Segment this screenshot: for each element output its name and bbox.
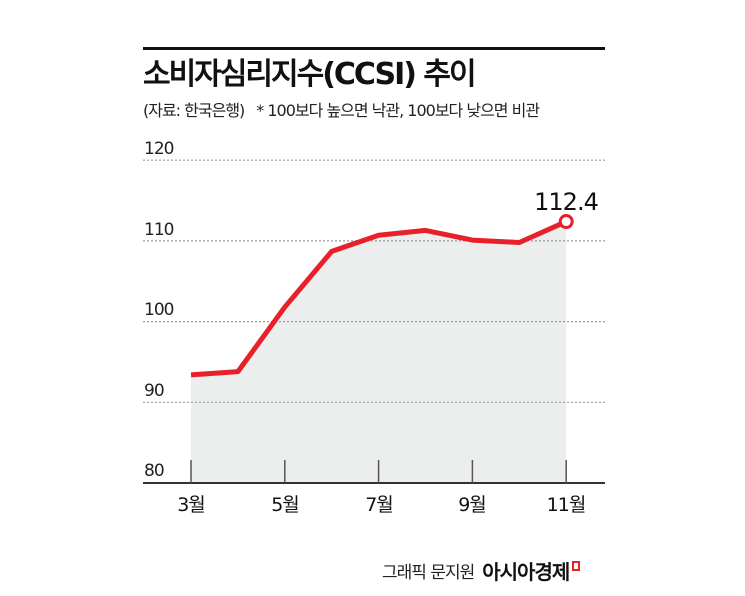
endpoint-marker: [558, 214, 574, 230]
ytick-80: 80: [144, 461, 164, 481]
brand-mark-icon: [572, 560, 581, 571]
xtick-7: 7월: [365, 494, 393, 516]
source-label: (자료: 한국은행): [143, 101, 245, 120]
xtick-3: 3월: [177, 494, 205, 516]
xtick-5: 5월: [271, 494, 299, 516]
xtick-9: 9월: [458, 494, 486, 516]
top-rule: [143, 47, 605, 50]
ytick-90: 90: [144, 381, 164, 401]
chart-title: 소비자심리지수(CCSI) 추이: [143, 57, 477, 92]
ytick-110: 110: [144, 220, 174, 240]
brand-logo: 아시아경제: [482, 560, 570, 584]
ccsi-line: [190, 219, 568, 378]
note-label: * 100보다 높으면 낙관, 100보다 낮으면 비관: [256, 101, 540, 120]
value-callout: 112.4: [534, 188, 598, 216]
x-ticks: [190, 460, 567, 483]
area-fill: [191, 221, 567, 484]
ytick-100: 100: [144, 300, 174, 320]
ytick-120: 120: [144, 139, 174, 159]
graphic-credit: 그래픽 문지원: [382, 563, 475, 583]
chart-subtitle: (자료: 한국은행) * 100보다 높으면 낙관, 100보다 낮으면 비관: [143, 97, 540, 121]
footer: 그래픽 문지원 아시아경제: [382, 556, 581, 585]
xtick-11: 11월: [547, 494, 586, 516]
